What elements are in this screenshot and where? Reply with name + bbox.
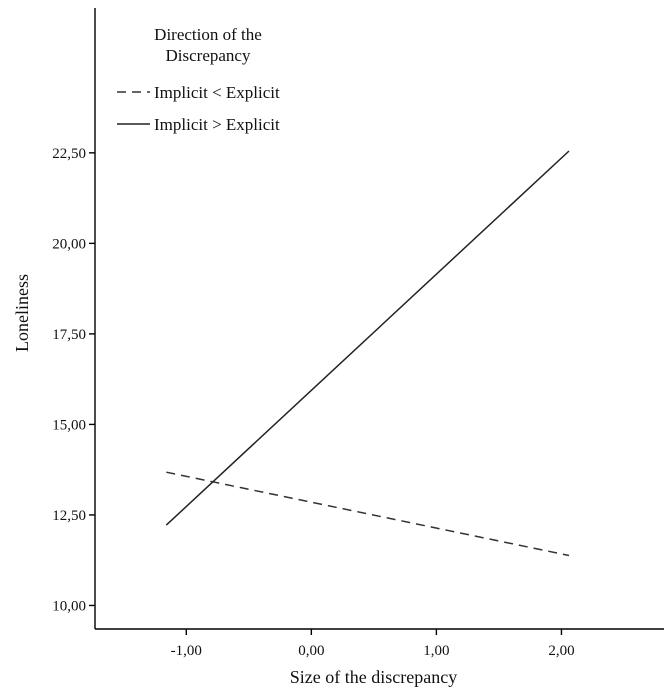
y-tick-label: 12,50 xyxy=(52,508,86,524)
y-axis-title: Loneliness xyxy=(12,274,32,352)
y-tick-label: 22,50 xyxy=(52,146,86,162)
legend-label-1: Implicit < Explicit xyxy=(154,83,280,102)
series-line-1 xyxy=(166,471,570,557)
y-tick-label: 15,00 xyxy=(52,417,86,433)
x-axis-title: Size of the discrepancy xyxy=(290,667,457,687)
x-tick-label: 2,00 xyxy=(548,643,574,659)
legend-title-line-1: Direction of the xyxy=(154,25,262,44)
x-tick-label: 0,00 xyxy=(298,643,324,659)
y-tick-label: 10,00 xyxy=(52,598,86,614)
x-tick-label: -1,00 xyxy=(171,643,202,659)
series-layer xyxy=(165,150,570,557)
legend-label-2: Implicit > Explicit xyxy=(154,115,280,134)
x-tick-label: 1,00 xyxy=(423,643,449,659)
axes: 10,00 12,50 15,00 17,50 20,00 22,50 -1,00 0,00 1… xyxy=(12,8,664,687)
y-tick-label: 17,50 xyxy=(52,327,86,343)
series-line-2 xyxy=(165,150,570,526)
legend-title-line-2: Discrepancy xyxy=(166,46,251,65)
y-tick-label: 20,00 xyxy=(52,236,86,252)
legend: Direction of the Discrepancy Implicit < Ex… xyxy=(117,25,280,134)
